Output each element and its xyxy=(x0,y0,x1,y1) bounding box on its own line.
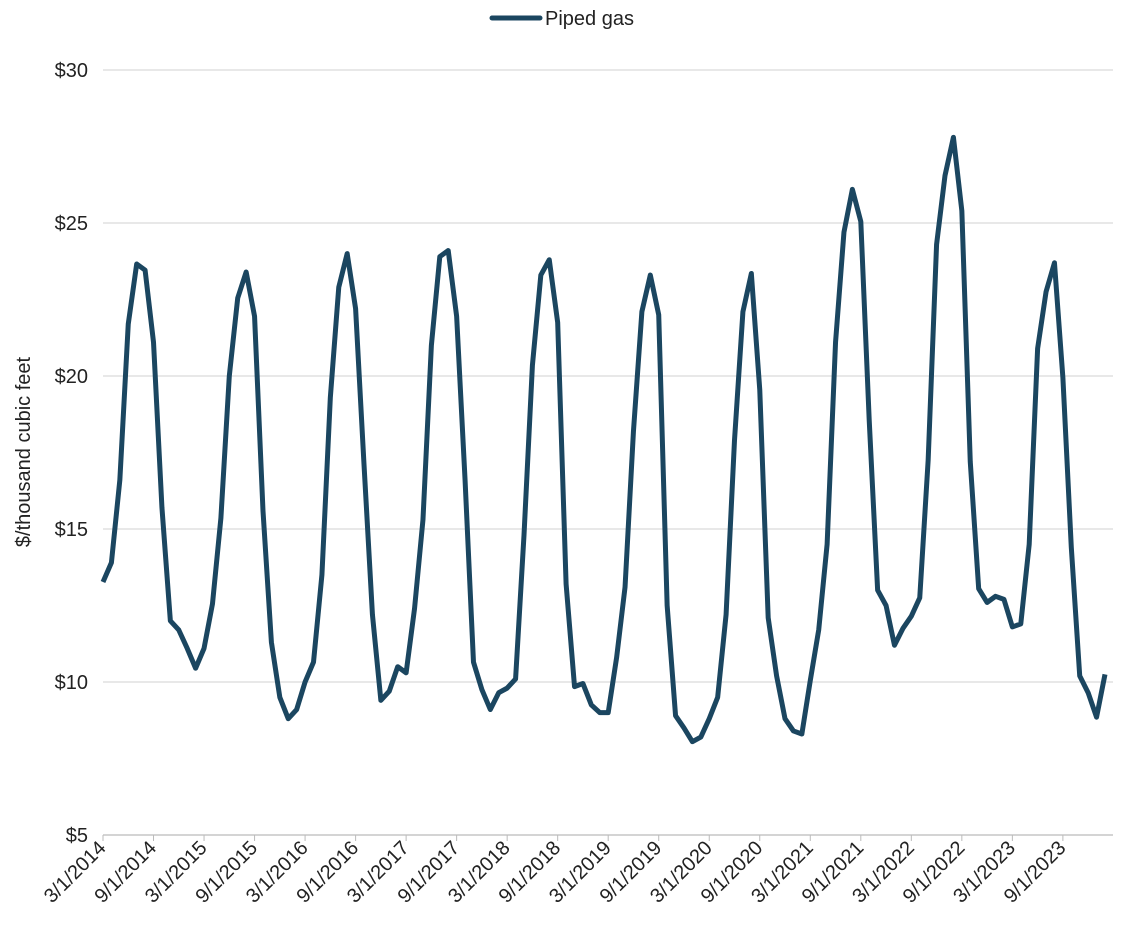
y-tick-label: $5 xyxy=(66,825,88,847)
legend-label: Piped gas xyxy=(545,8,634,30)
y-tick-label: $25 xyxy=(55,213,88,235)
series-line xyxy=(100,134,1108,745)
y-tick-label: $20 xyxy=(55,366,88,388)
y-axis-title: $/thousand cubic feet xyxy=(13,356,35,547)
y-tick-label: $10 xyxy=(55,672,88,694)
y-tick-label: $30 xyxy=(55,60,88,82)
y-tick-label: $15 xyxy=(55,519,88,541)
